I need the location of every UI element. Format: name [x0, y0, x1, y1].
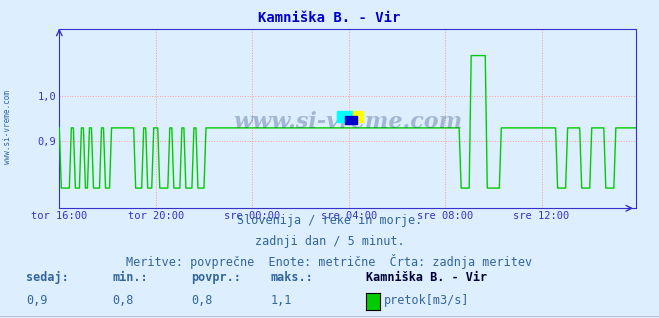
Text: Kamniška B. - Vir: Kamniška B. - Vir [258, 11, 401, 25]
Text: Kamniška B. - Vir: Kamniška B. - Vir [366, 272, 487, 284]
Text: zadnji dan / 5 minut.: zadnji dan / 5 minut. [254, 235, 405, 248]
Text: 0,8: 0,8 [112, 294, 133, 307]
Text: 0,8: 0,8 [191, 294, 212, 307]
Bar [337, 111, 353, 121]
Text: povpr.:: povpr.: [191, 272, 241, 284]
Text: min.:: min.: [112, 272, 148, 284]
Text: Slovenija / reke in morje.: Slovenija / reke in morje. [237, 214, 422, 227]
Text: 0,9: 0,9 [26, 294, 47, 307]
Bar [353, 111, 362, 121]
Bar [345, 116, 357, 124]
Text: sedaj:: sedaj: [26, 272, 69, 284]
Text: maks.:: maks.: [270, 272, 313, 284]
Text: pretok[m3/s]: pretok[m3/s] [384, 294, 470, 307]
Text: www.si-vreme.com: www.si-vreme.com [233, 111, 462, 133]
Text: 1,1: 1,1 [270, 294, 291, 307]
Text: Meritve: povprečne  Enote: metrične  Črta: zadnja meritev: Meritve: povprečne Enote: metrične Črta:… [127, 253, 532, 268]
Text: www.si-vreme.com: www.si-vreme.com [3, 90, 13, 164]
